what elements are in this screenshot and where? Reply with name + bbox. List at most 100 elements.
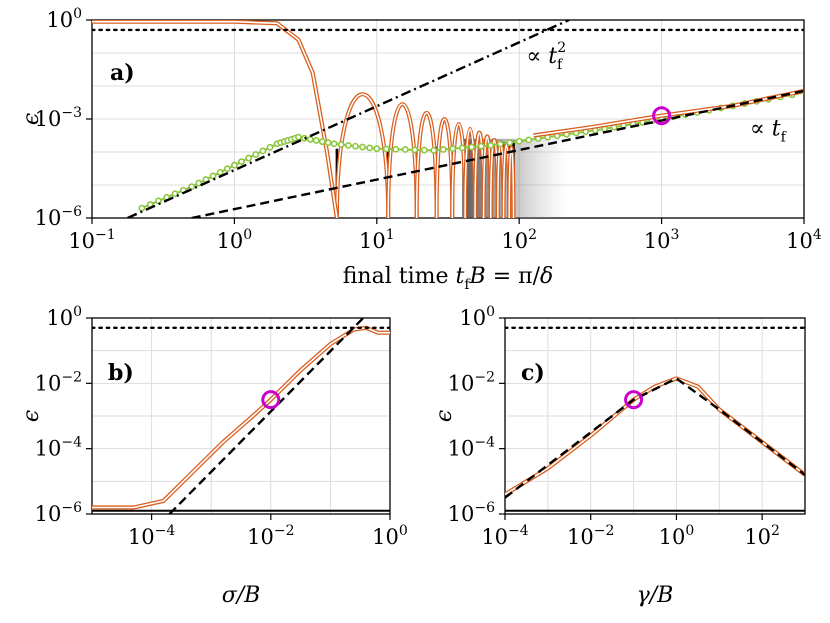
green-marker-1-5 bbox=[223, 165, 231, 173]
green-marker-7-4 bbox=[468, 143, 476, 151]
y-tick-label-1: 10−4 bbox=[448, 435, 495, 461]
green-marker-6-0 bbox=[373, 145, 381, 153]
panel-b-sigma: 10−4 10−2 100 10−6 10−4 10−2 100 b) σ/B ϵ bbox=[19, 304, 408, 608]
plot-area-c bbox=[505, 326, 805, 512]
x-axis-label-a: final time tfB = π/δ bbox=[343, 264, 554, 293]
quadratic-fit bbox=[127, 20, 570, 218]
green-marker-8-4 bbox=[525, 136, 533, 144]
green-marker-5-1 bbox=[337, 141, 345, 148]
oscillation-arc-0-inner bbox=[336, 93, 389, 218]
green-marker-6-4 bbox=[411, 146, 419, 154]
green-marker-6-2 bbox=[392, 145, 400, 153]
annotation-linear: ∝ tf bbox=[750, 117, 788, 146]
panel-label-c: c) bbox=[521, 360, 545, 386]
landau-zener-curve-inner bbox=[92, 20, 338, 218]
highlight-marker bbox=[624, 390, 644, 410]
oscillation-arc-2-outer bbox=[414, 110, 439, 218]
y-tick-label-2: 10−2 bbox=[35, 369, 82, 395]
y-tick-label-0: 10−6 bbox=[35, 500, 82, 526]
green-marker-6-3 bbox=[401, 146, 409, 153]
y-tick-label-0: 10−6 bbox=[448, 500, 495, 526]
y-tick-label-3: 100 bbox=[459, 304, 495, 330]
y-tick-label-3: 100 bbox=[46, 304, 82, 330]
green-marker-8-0 bbox=[487, 141, 495, 149]
plot-area-a bbox=[92, 20, 804, 218]
green-marker-4-3 bbox=[312, 137, 320, 144]
x-tick-label-0: 10−4 bbox=[481, 523, 528, 549]
green-marker-6-1 bbox=[382, 145, 390, 153]
green-marker-5-3 bbox=[352, 142, 359, 150]
panel-label-b: b) bbox=[108, 360, 134, 386]
y-tick-label-1: 10−3 bbox=[35, 105, 82, 131]
x-tick-label-3: 102 bbox=[744, 523, 780, 549]
green-marker-1-1 bbox=[195, 179, 203, 187]
green-marker-7-3 bbox=[458, 144, 466, 152]
gamma-curve-outer bbox=[505, 376, 805, 497]
green-marker-4-4 bbox=[318, 138, 326, 145]
green-marker-2-3 bbox=[252, 151, 260, 158]
y-tick-label-2: 100 bbox=[46, 6, 82, 32]
oscillation-arc-1-outer bbox=[386, 102, 419, 218]
green-marker-2-5 bbox=[266, 143, 274, 151]
green-marker-1-0 bbox=[188, 183, 196, 191]
x-tick-label-2: 100 bbox=[372, 523, 408, 549]
green-marker-7-2 bbox=[449, 145, 457, 153]
x-tick-label-1: 10−2 bbox=[567, 523, 614, 549]
highlight-marker bbox=[652, 106, 672, 126]
green-marker-5-0 bbox=[330, 140, 338, 148]
dense-oscillation-region bbox=[462, 138, 570, 218]
green-marker-2-0 bbox=[230, 161, 238, 169]
gamma-curve-inner bbox=[505, 377, 805, 496]
y-tick-label-2: 10−2 bbox=[448, 369, 495, 395]
green-marker-6-5 bbox=[420, 146, 428, 154]
y-axis-label-b: ϵ bbox=[19, 410, 44, 422]
landau-zener-curve-outer bbox=[92, 20, 339, 218]
oscillation-arc-11-inner bbox=[508, 146, 515, 218]
axes-frame bbox=[91, 317, 391, 515]
green-marker-5-4 bbox=[359, 143, 366, 151]
green-marker-2-4 bbox=[259, 147, 267, 155]
panel-label-a: a) bbox=[110, 60, 135, 86]
y-axis-label-a: ϵ bbox=[19, 113, 44, 125]
green-marker-5-5 bbox=[366, 144, 374, 152]
green-marker-5-2 bbox=[344, 141, 352, 149]
x-tick-label-5: 104 bbox=[786, 227, 822, 253]
green-marker-4-0 bbox=[295, 133, 302, 141]
panel-a-tl: 10−1 100 101 102 103 104 10−6 10−3 100 a) ∝ tf2 ∝ t… bbox=[19, 6, 822, 293]
x-axis-label-b: σ/B bbox=[222, 583, 261, 608]
green-marker-4-5 bbox=[324, 139, 332, 147]
y-tick-label-1: 10−4 bbox=[35, 435, 82, 461]
x-tick-label-3: 102 bbox=[501, 227, 537, 253]
x-axis-label-c: γ/B bbox=[637, 583, 674, 608]
green-marker-2-1 bbox=[238, 158, 245, 166]
oscillation-arc-1-inner bbox=[387, 103, 418, 218]
linear-fit bbox=[191, 89, 804, 218]
green-marker-8-1 bbox=[496, 140, 504, 148]
sigma-curve-outer bbox=[92, 325, 390, 510]
plot-area-b bbox=[92, 318, 390, 514]
oscillation-arc-3-outer bbox=[434, 117, 455, 218]
green-marker-2-2 bbox=[245, 154, 253, 162]
x-tick-label-1: 100 bbox=[217, 227, 253, 253]
axes-frame bbox=[504, 317, 806, 515]
y-tick-label-0: 10−6 bbox=[35, 204, 82, 230]
sigma-fit bbox=[168, 318, 365, 514]
green-marker-0-0 bbox=[138, 204, 146, 212]
green-marker-8-2 bbox=[506, 139, 514, 147]
green-marker-0-4 bbox=[171, 190, 179, 198]
x-tick-label-0: 10−4 bbox=[128, 523, 175, 549]
x-tick-label-0: 10−1 bbox=[68, 227, 115, 253]
green-marker-0-2 bbox=[155, 197, 162, 205]
green-marker-7-5 bbox=[477, 142, 485, 150]
x-tick-label-2: 101 bbox=[359, 227, 395, 253]
y-axis-label-c: ϵ bbox=[432, 410, 457, 422]
oscillation-arc-0-outer bbox=[334, 92, 391, 218]
annotation-quadratic: ∝ tf2 bbox=[526, 40, 566, 73]
x-tick-label-1: 10−2 bbox=[247, 523, 294, 549]
green-marker-7-0 bbox=[430, 146, 438, 154]
x-tick-label-4: 103 bbox=[644, 227, 680, 253]
green-marker-7-1 bbox=[439, 146, 447, 153]
green-marker-4-2 bbox=[306, 135, 314, 143]
